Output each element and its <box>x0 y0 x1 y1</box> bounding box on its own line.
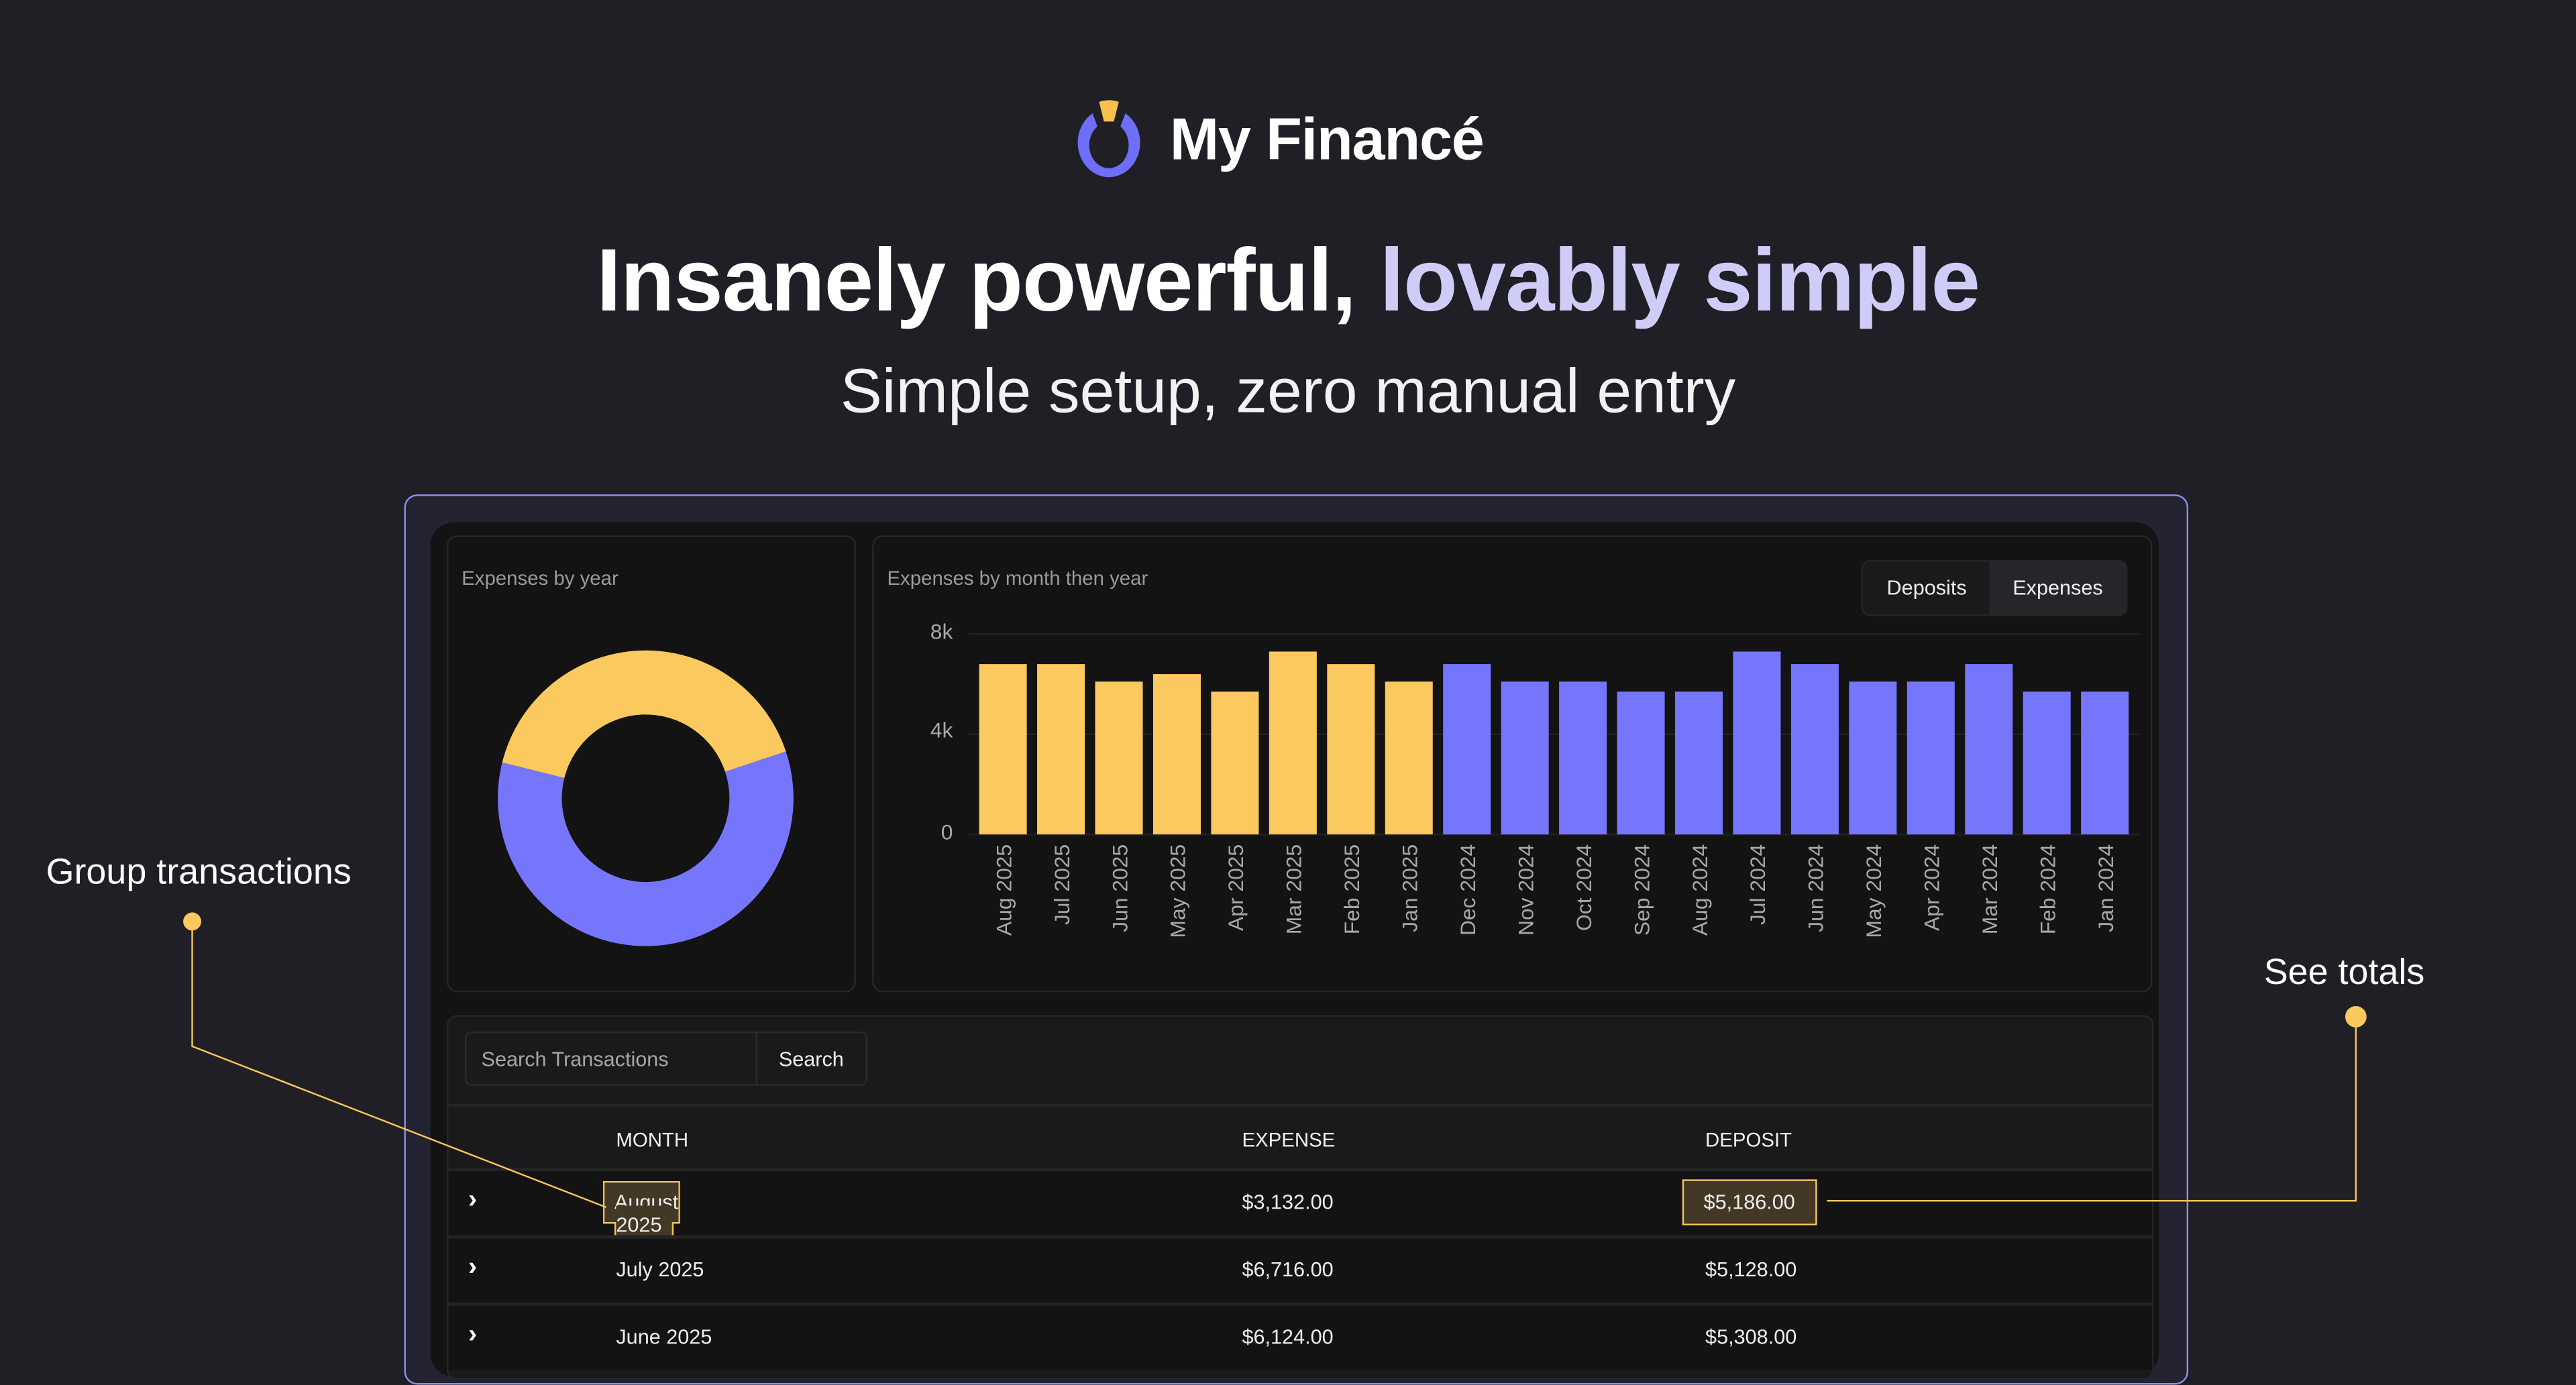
headline-part-1: Insanely powerful, <box>596 231 1356 331</box>
x-tick-label: Jun 2025 <box>1108 844 1132 932</box>
x-tick-label: Aug 2025 <box>991 844 1016 936</box>
bar[interactable] <box>1617 691 1665 835</box>
bar[interactable] <box>1790 664 1839 835</box>
x-tick-label: Mar 2025 <box>1282 844 1306 934</box>
bar[interactable] <box>1675 691 1723 835</box>
bar[interactable] <box>1269 651 1317 835</box>
annotation-lines <box>183 912 2367 1209</box>
expense-cell: $6,716.00 <box>1242 1258 1334 1282</box>
donut-chart <box>498 650 794 946</box>
month-cell: June 2025 <box>616 1325 712 1349</box>
bar[interactable] <box>1385 681 1433 835</box>
month-cell: July 2025 <box>616 1258 704 1282</box>
expense-cell: $3,132.00 <box>1242 1190 1334 1214</box>
bar[interactable] <box>1037 664 1085 835</box>
bar[interactable] <box>1559 681 1607 835</box>
annotation-group-transactions: Group transactions <box>46 850 352 892</box>
search-button[interactable]: Search <box>778 1047 844 1070</box>
bar[interactable] <box>1327 664 1375 835</box>
bar[interactable] <box>2081 691 2129 835</box>
bar[interactable] <box>1733 651 1781 835</box>
x-tick-label: Sep 2024 <box>1629 844 1654 936</box>
brand-name: My Financé <box>1169 105 1485 173</box>
donut-slice[interactable] <box>502 650 786 778</box>
toggle-expenses[interactable]: Expenses <box>1989 561 2127 614</box>
bar[interactable] <box>1965 664 2013 835</box>
header-expense[interactable]: EXPENSE <box>1242 1128 1336 1152</box>
bar[interactable] <box>979 664 1027 835</box>
bar[interactable] <box>1443 664 1491 835</box>
table-row[interactable]: › August 2025 $3,132.00 $5,186.00 <box>448 1168 2153 1247</box>
x-tick-label: May 2025 <box>1166 844 1190 938</box>
x-tick-label: Feb 2025 <box>1340 844 1364 935</box>
x-tick-label: Apr 2025 <box>1224 844 1248 931</box>
x-tick-label: Jan 2025 <box>1398 844 1422 932</box>
chevron-right-icon[interactable]: › <box>468 1320 478 1349</box>
x-tick-label: Apr 2024 <box>1920 844 1944 931</box>
x-tick-label: Dec 2024 <box>1456 844 1480 936</box>
x-tick-label: Mar 2024 <box>1978 844 2002 934</box>
chart-toggle: Deposits Expenses <box>1862 560 2128 616</box>
bar[interactable] <box>1501 681 1549 835</box>
donut-card-title: Expenses by year <box>462 566 619 590</box>
x-tick-label: Feb 2024 <box>2035 844 2059 935</box>
ring-logo-icon <box>1077 100 1140 178</box>
x-tick-label: Jun 2024 <box>1804 844 1828 932</box>
annotation-dot <box>2345 1006 2367 1028</box>
donut-slice[interactable] <box>498 751 794 946</box>
header-month[interactable]: MONTH <box>616 1128 689 1152</box>
y-tick: 4k <box>930 718 953 742</box>
x-tick-label: Aug 2024 <box>1688 844 1712 936</box>
search-input[interactable] <box>466 1033 757 1085</box>
deposit-cell: $5,308.00 <box>1705 1325 1797 1349</box>
annotation-dot <box>183 912 202 931</box>
transactions-card: Search MONTH EXPENSE DEPOSIT › August 20… <box>447 1015 2154 1380</box>
deposit-cell: $5,186.00 <box>1682 1179 1817 1225</box>
toggle-deposits[interactable]: Deposits <box>1886 576 1967 600</box>
x-tick-label: Oct 2024 <box>1572 844 1596 931</box>
headline: Insanely powerful, lovably simple <box>0 230 2576 332</box>
y-tick: 0 <box>941 820 953 844</box>
page: My Financé Insanely powerful, lovably si… <box>0 99 2576 1385</box>
bar[interactable] <box>2023 691 2071 835</box>
x-tick-label: Jul 2025 <box>1050 844 1074 925</box>
bar-chart: Aug 2025 Jul 2025 Jun 2025 May 2025 Apr 2025… <box>969 633 2139 938</box>
deposit-cell: $5,128.00 <box>1705 1258 1797 1282</box>
chevron-right-icon[interactable]: › <box>468 1186 478 1214</box>
table-header: MONTH EXPENSE DEPOSIT <box>448 1103 2153 1171</box>
x-tick-label: Nov 2024 <box>1513 844 1538 936</box>
bar-card-title: Expenses by month then year <box>887 566 1148 590</box>
search-bar: Search <box>465 1031 867 1086</box>
headline-part-2: lovably simple <box>1379 231 1980 331</box>
header-deposit[interactable]: DEPOSIT <box>1705 1128 1792 1152</box>
x-tick-label: Jul 2024 <box>1746 844 1770 925</box>
chevron-right-icon[interactable]: › <box>468 1253 478 1282</box>
connector-line <box>191 921 607 1209</box>
subheadline: Simple setup, zero manual entry <box>840 357 1736 427</box>
x-tick-label: May 2024 <box>1862 844 1886 938</box>
month-cell: August 2025 <box>602 1180 680 1247</box>
x-tick-label: Jan 2024 <box>2094 844 2118 932</box>
donut-card: Expenses by year <box>447 535 856 993</box>
annotation-see-totals: See totals <box>2263 950 2425 993</box>
bar[interactable] <box>1211 691 1259 835</box>
bar[interactable] <box>1095 681 1143 835</box>
brand: My Financé <box>1071 99 1485 180</box>
bar-card: Expenses by month then year Deposits Exp… <box>872 535 2153 993</box>
bar[interactable] <box>1907 681 1955 835</box>
bar[interactable] <box>1849 681 1897 835</box>
table-row[interactable]: › July 2025 $6,716.00 $5,128.00 <box>448 1235 2153 1303</box>
y-tick: 8k <box>930 619 953 645</box>
connector-line <box>1827 1016 2357 1202</box>
expense-cell: $6,124.00 <box>1242 1325 1334 1349</box>
bar[interactable] <box>1152 674 1201 835</box>
